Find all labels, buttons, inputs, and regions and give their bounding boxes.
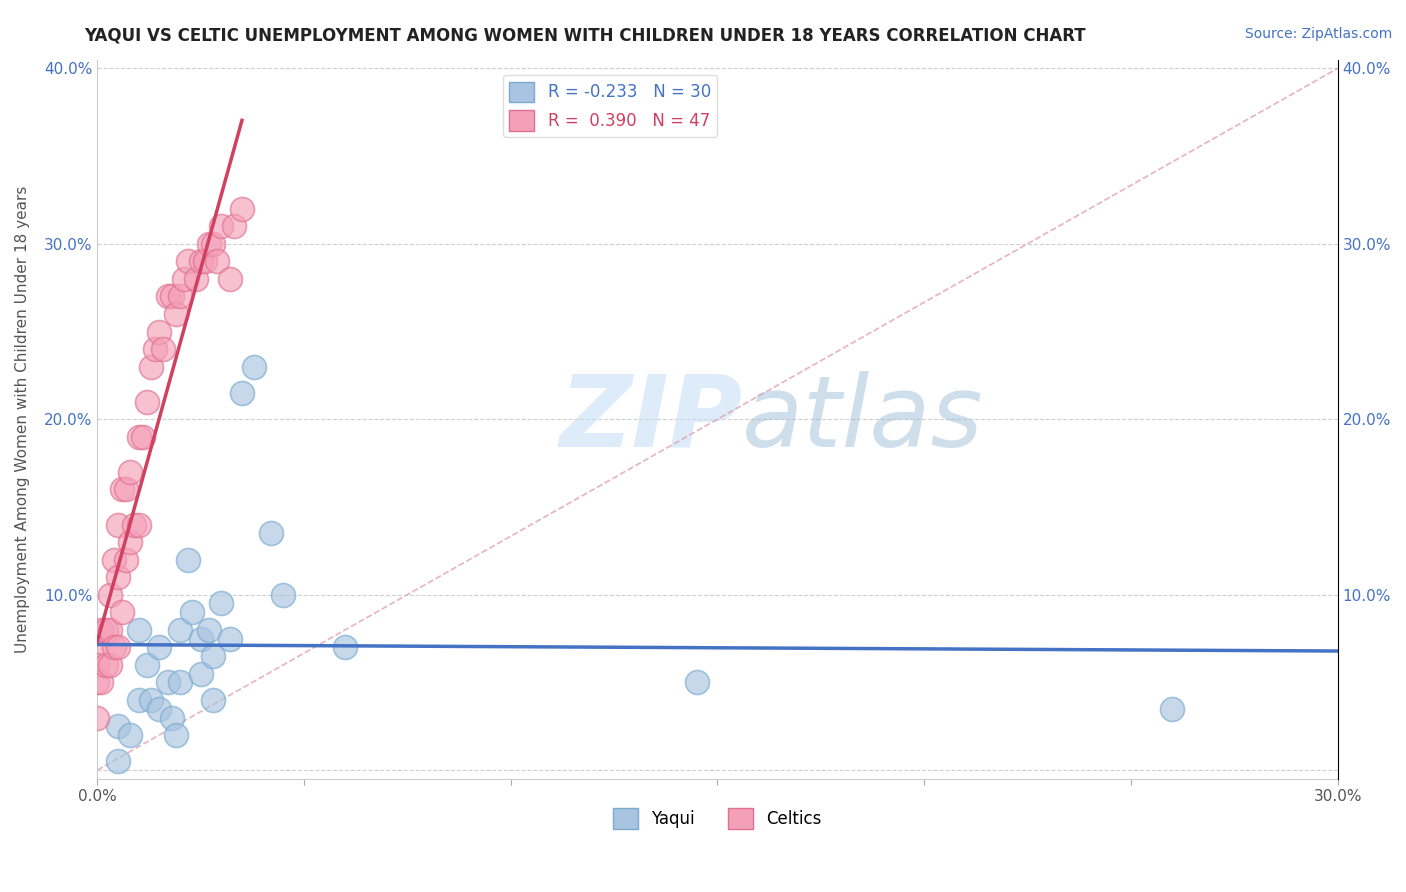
Point [209, 597, 232, 611]
Point [132, 430, 155, 444]
Point [148, 702, 170, 716]
Point [135, 657, 157, 672]
Point [111, 483, 134, 497]
Point [115, 483, 138, 497]
Point [156, 289, 179, 303]
Point [173, 272, 195, 286]
Point [128, 623, 150, 637]
Point [86, 657, 108, 672]
Point [124, 517, 146, 532]
Point [194, 254, 217, 268]
Point [107, 517, 129, 532]
Point [86, 710, 108, 724]
Point [231, 386, 253, 401]
Point [86, 675, 108, 690]
Point [198, 236, 221, 251]
Y-axis label: Unemployment Among Women with Children Under 18 years: Unemployment Among Women with Children U… [15, 186, 30, 653]
Text: Source: ZipAtlas.com: Source: ZipAtlas.com [1244, 27, 1392, 41]
Point [94, 657, 117, 672]
Point [686, 675, 709, 690]
Legend: Yaqui, Celtics: Yaqui, Celtics [606, 802, 828, 835]
Point [120, 465, 142, 479]
Point [160, 289, 183, 303]
Point [160, 710, 183, 724]
Point [335, 640, 357, 655]
Point [165, 728, 187, 742]
Point [177, 254, 200, 268]
Text: ZIP: ZIP [560, 371, 742, 467]
Point [243, 359, 266, 374]
Point [271, 588, 294, 602]
Point [165, 307, 187, 321]
Point [148, 640, 170, 655]
Point [128, 517, 150, 532]
Point [139, 359, 162, 374]
Point [218, 632, 240, 646]
Point [120, 728, 142, 742]
Point [98, 657, 121, 672]
Point [139, 693, 162, 707]
Point [94, 623, 117, 637]
Point [198, 623, 221, 637]
Point [103, 552, 125, 566]
Text: atlas: atlas [742, 371, 984, 467]
Point [107, 719, 129, 733]
Point [260, 526, 283, 541]
Point [98, 623, 121, 637]
Point [222, 219, 245, 234]
Point [169, 623, 191, 637]
Text: YAQUI VS CELTIC UNEMPLOYMENT AMONG WOMEN WITH CHILDREN UNDER 18 YEARS CORRELATIO: YAQUI VS CELTIC UNEMPLOYMENT AMONG WOMEN… [84, 27, 1085, 45]
Point [90, 675, 112, 690]
Point [177, 552, 200, 566]
Point [202, 649, 225, 664]
Point [181, 605, 204, 619]
Point [128, 430, 150, 444]
Point [186, 272, 208, 286]
Point [218, 272, 240, 286]
Point [152, 342, 174, 356]
Point [231, 202, 253, 216]
Point [148, 325, 170, 339]
Point [103, 640, 125, 655]
Point [1161, 702, 1184, 716]
Point [107, 570, 129, 584]
Point [90, 623, 112, 637]
Point [86, 640, 108, 655]
Point [169, 675, 191, 690]
Point [98, 588, 121, 602]
Point [107, 755, 129, 769]
Point [205, 254, 228, 268]
Point [190, 632, 212, 646]
Point [202, 236, 225, 251]
Point [135, 394, 157, 409]
Point [128, 693, 150, 707]
Point [190, 666, 212, 681]
Point [156, 675, 179, 690]
Point [202, 693, 225, 707]
Point [107, 640, 129, 655]
Point [143, 342, 166, 356]
Point [111, 605, 134, 619]
Point [169, 289, 191, 303]
Point [190, 254, 212, 268]
Point [115, 552, 138, 566]
Point [209, 219, 232, 234]
Point [120, 535, 142, 549]
